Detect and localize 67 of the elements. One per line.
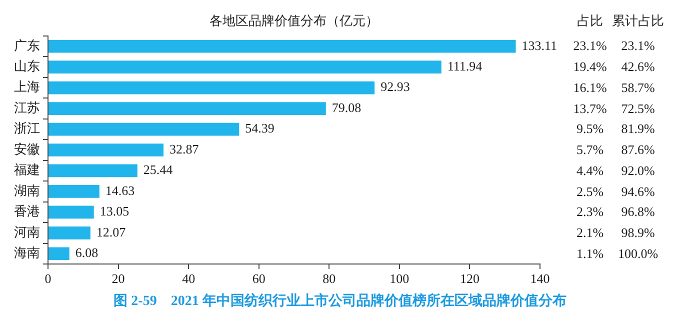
data-label: 133.11 [522,38,558,53]
x-tick-label: 60 [252,271,266,286]
text: 19.4% [573,59,607,76]
y-tick-label: 浙江 [14,120,40,136]
text: 2.5% [576,184,604,200]
y-tick-label: 上海 [14,79,40,94]
data-label: 13.05 [100,204,130,219]
data-label: 32.87 [170,141,200,156]
caption: 图 2-59 2021 年中国纺织行业上市公司品牌价值榜所在区域品牌价值分布 [112,292,568,310]
bar [48,185,100,198]
data-label: 79.08 [332,100,362,115]
chart-title: 各地区品牌价值分布（亿元） [208,12,380,30]
text: 4.4% [576,162,604,179]
y-tick-label: 福建 [14,162,40,178]
x-tick-label: 120 [460,271,480,286]
bar [48,247,70,260]
text: 23.1% [573,38,607,54]
data-label: 12.07 [96,224,126,240]
y-tick-label: 香港 [14,204,40,219]
bar [48,122,240,136]
text: 42.6% [621,59,655,76]
text: 2.1% [576,224,604,241]
text: 2.3% [576,204,604,220]
bar [48,144,164,156]
x-tick-label: 140 [530,271,550,286]
text: 81.9% [621,121,655,138]
y-tick-label: 河南 [14,224,40,240]
text: 9.5% [576,121,604,138]
y-tick-label: 海南 [14,245,40,260]
x-tick-label: 40 [182,271,196,286]
text: 16.1% [573,80,607,96]
x-tick-label: 100 [390,271,410,286]
data-label: 92.93 [380,79,410,94]
y-tick-label: 江苏 [14,100,40,115]
data-label: 111.94 [447,58,483,74]
y-tick-label: 安徽 [14,141,40,156]
text: 96.8% [621,204,655,220]
text: 94.6% [621,184,655,200]
text: 23.1% [621,38,655,54]
y-tick-label: 山东 [14,58,40,74]
text: 58.7% [621,80,655,96]
y-tick-label: 湖南 [14,182,40,198]
x-tick-label: 80 [322,271,336,286]
x-tick-label: 20 [112,271,125,286]
text: 13.7% [573,100,607,117]
text: 占比 [577,13,603,28]
bar [48,40,516,53]
bar [48,60,442,74]
text: 92.0% [621,162,655,179]
bar [48,164,138,178]
data-label: 25.44 [143,162,174,178]
text: 100.0% [618,246,658,262]
bar [48,206,94,219]
text: 累计占比 [611,12,665,30]
text: 5.7% [576,142,604,158]
x-tick-label: 0 [44,271,52,286]
y-tick-label: 广东 [14,38,40,53]
text: 98.9% [621,224,655,241]
data-label: 54.39 [245,120,274,136]
data-label: 6.08 [75,245,98,260]
text: 72.5% [621,100,655,117]
text: 87.6% [621,142,655,158]
bar [48,226,90,240]
data-label: 14.63 [105,182,135,198]
bar [48,81,375,94]
bar [48,102,326,115]
text: 1.1% [576,246,604,262]
